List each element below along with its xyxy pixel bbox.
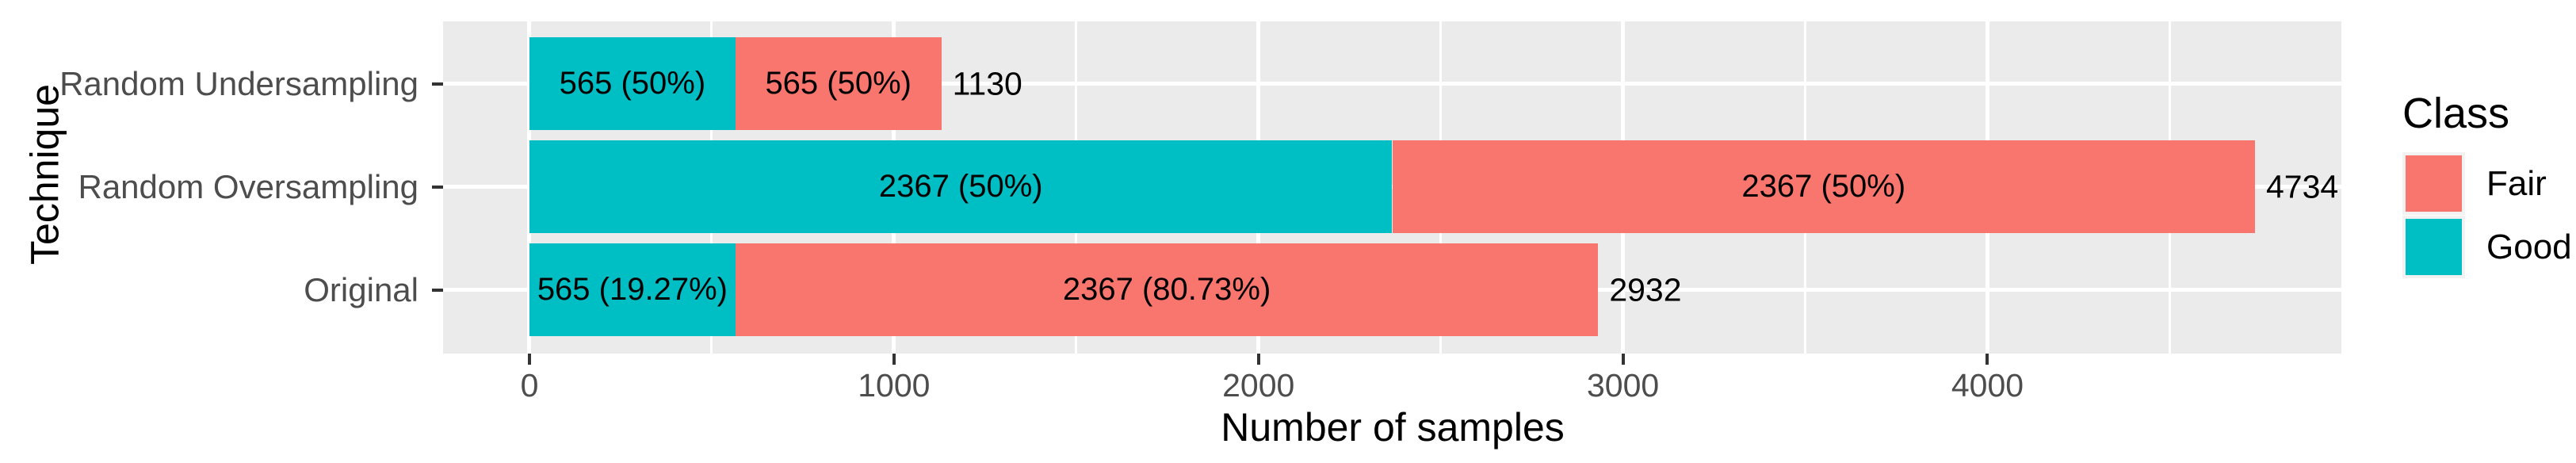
y-tick-label: Random Oversampling <box>78 167 419 205</box>
major-gridline <box>443 82 2341 86</box>
x-tick-mark <box>1621 354 1625 365</box>
bar-segment-label: 2367 (80.73%) <box>1062 272 1271 307</box>
bar-segment-label: 565 (19.27%) <box>537 272 728 307</box>
x-tick-mark <box>892 354 896 365</box>
bar-total-label: 4734 <box>2266 168 2339 205</box>
x-tick-label: 4000 <box>1951 367 2024 404</box>
legend-entry: Good <box>2402 216 2572 278</box>
x-tick-label: 0 <box>520 367 539 404</box>
legend-swatch <box>2406 155 2462 212</box>
y-tick-mark <box>432 185 443 189</box>
legend-keys: Fair Good <box>2402 152 2572 278</box>
y-tick-mark <box>432 288 443 292</box>
legend-label: Fair <box>2486 163 2547 203</box>
x-tick-mark <box>527 354 531 365</box>
bar-segment: 565 (50%) <box>529 37 736 130</box>
bar-segment-label: 565 (50%) <box>765 66 912 101</box>
bar-segment: 565 (19.27%) <box>529 243 736 336</box>
x-tick-mark <box>1986 354 1989 365</box>
y-tick-label: Original <box>304 270 419 308</box>
legend-title: Class <box>2402 90 2510 137</box>
x-axis-title: Number of samples <box>1221 405 1565 450</box>
bar-total-label: 1130 <box>952 65 1022 101</box>
legend: Class Fair Good <box>2402 92 2572 279</box>
legend-key <box>2402 216 2465 278</box>
y-tick-label: Random Undersampling <box>59 64 419 102</box>
bar-segment-label: 565 (50%) <box>559 66 706 101</box>
legend-entry: Fair <box>2402 152 2572 215</box>
y-tick-mark <box>432 82 443 86</box>
plot-panel: 565 (50%) 565 (50%) 1130 2367 (50%) 2367 (50… <box>443 21 2341 354</box>
x-tick-mark <box>1256 354 1260 365</box>
legend-key <box>2402 152 2465 215</box>
x-tick-label: 3000 <box>1586 367 1660 404</box>
bar-segment: 565 (50%) <box>735 37 942 130</box>
legend-label: Good <box>2486 227 2572 266</box>
bar-segment-label: 2367 (50%) <box>1741 169 1906 204</box>
bar-total-label: 2932 <box>1609 271 1682 308</box>
bar-segment: 2367 (50%) <box>1392 140 2255 233</box>
x-tick-label: 1000 <box>858 367 931 404</box>
x-tick-label: 2000 <box>1222 367 1295 404</box>
bar-segment: 2367 (50%) <box>529 140 1393 233</box>
bar-segment: 2367 (80.73%) <box>735 243 1599 336</box>
bar-segment-label: 2367 (50%) <box>878 169 1043 204</box>
legend-swatch <box>2406 219 2462 275</box>
